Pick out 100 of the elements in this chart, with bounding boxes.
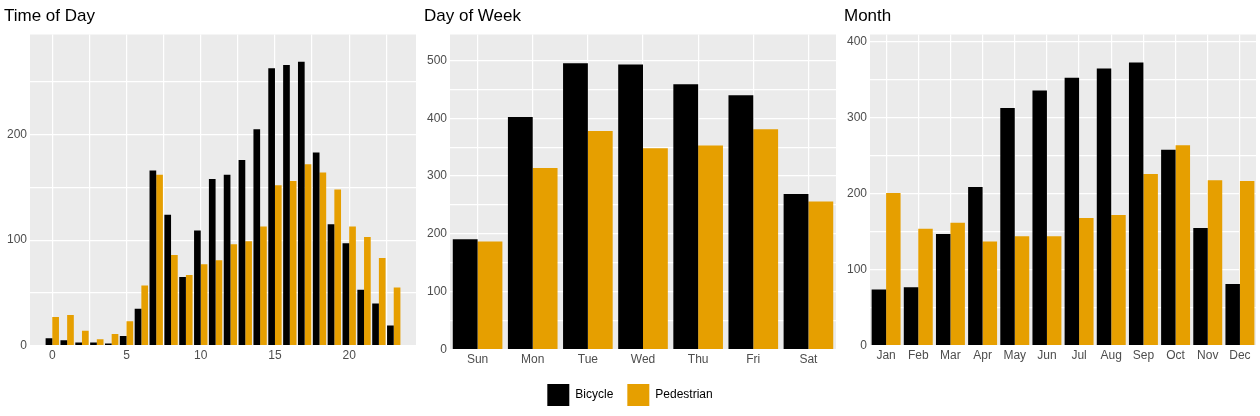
bar [67, 315, 74, 345]
bar [808, 201, 834, 349]
bar [673, 84, 699, 349]
x-tick-label: 0 [48, 348, 56, 363]
x-tick-label: Mon [521, 352, 545, 367]
bar [60, 340, 68, 345]
x-tick-label: 10 [194, 348, 208, 363]
bar [334, 189, 342, 345]
x-tick-label: Sun [466, 352, 489, 367]
y-tick-label: 500 [426, 52, 448, 67]
bar [935, 234, 951, 345]
y-tick-label: 100 [426, 284, 448, 299]
y-tick-label: 200 [426, 226, 448, 241]
bar [238, 159, 246, 345]
bar [357, 289, 365, 345]
x-tick-label: Jan [876, 348, 896, 363]
bar [378, 258, 386, 345]
y-tick-label: 100 [6, 232, 28, 247]
bar [1207, 180, 1223, 345]
bar [208, 178, 216, 345]
y-tick-label: 400 [426, 110, 448, 125]
x-tick-label: Dec [1229, 348, 1251, 363]
bar [886, 193, 901, 345]
bar [283, 64, 290, 345]
x-tick-label: Thu [687, 352, 709, 367]
bar [194, 230, 201, 345]
bar [200, 264, 208, 345]
x-tick-label: Wed [630, 352, 656, 367]
x-tick-label: Oct [1166, 348, 1186, 363]
bar [1128, 62, 1144, 345]
bar [364, 236, 371, 345]
bar [327, 224, 335, 345]
bar [230, 244, 238, 345]
bar [698, 145, 723, 349]
bar [90, 342, 97, 345]
bar [319, 172, 327, 345]
y-tick-label: 300 [846, 110, 868, 125]
bar [372, 303, 379, 345]
bar [304, 164, 312, 345]
y-tick-label: 400 [846, 34, 868, 49]
x-tick-label: Sep [1132, 348, 1155, 363]
bar [982, 241, 998, 345]
bar [96, 339, 104, 345]
bar [783, 194, 809, 349]
bar [268, 68, 275, 345]
bar [1014, 236, 1030, 345]
bar [1193, 227, 1208, 345]
bar [753, 129, 779, 349]
bar [387, 325, 394, 345]
bar [728, 95, 754, 349]
bar [1161, 149, 1176, 345]
x-tick-label: Nov [1197, 348, 1219, 363]
bar [1032, 90, 1047, 345]
bar [45, 338, 53, 345]
bar [260, 226, 267, 345]
x-tick-label: 20 [342, 348, 357, 363]
bar [149, 170, 157, 345]
x-tick-label: Apr [973, 348, 992, 363]
bar [164, 214, 172, 345]
bar [342, 243, 350, 345]
bar [1096, 68, 1112, 345]
x-tick-label: Sat [799, 352, 819, 367]
y-tick-label: 200 [846, 186, 868, 201]
bar [52, 317, 59, 345]
bar [477, 241, 503, 349]
bar [141, 285, 149, 345]
bar [950, 222, 965, 345]
bar [81, 330, 89, 345]
y-tick-label: 0 [860, 337, 868, 352]
bar [1175, 145, 1191, 345]
bar [918, 228, 933, 345]
bar [1079, 218, 1094, 345]
x-tick-label: Aug [1100, 348, 1122, 363]
bar [185, 274, 193, 345]
y-tick-label: 0 [20, 337, 28, 352]
bar [156, 174, 163, 345]
bar [179, 277, 186, 345]
bar [119, 336, 127, 345]
chart-title: Month [844, 5, 892, 25]
bar [1225, 284, 1240, 345]
bar [1111, 215, 1126, 345]
bar [643, 148, 668, 349]
bar [1064, 77, 1080, 345]
bar [1239, 180, 1255, 345]
bar [75, 342, 82, 345]
bar [1046, 236, 1062, 345]
x-tick-label: 15 [268, 348, 282, 363]
bar [215, 260, 223, 345]
y-tick-label: 300 [426, 168, 448, 183]
bar [587, 130, 613, 349]
bar [253, 129, 261, 345]
bar [871, 289, 887, 345]
y-tick-label: 100 [846, 262, 868, 277]
x-tick-label: Jun [1037, 348, 1057, 363]
x-tick-label: Feb [907, 348, 929, 363]
bar [507, 117, 533, 349]
bar [1000, 108, 1015, 345]
bar [452, 239, 478, 349]
bar [903, 287, 919, 345]
bar [349, 226, 356, 345]
